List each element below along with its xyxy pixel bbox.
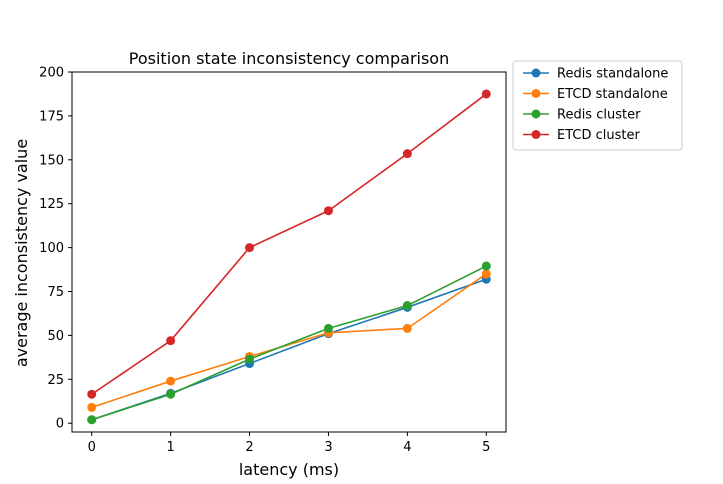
legend-item-etcd-cluster: ETCD cluster bbox=[523, 128, 640, 143]
legend-swatch-marker bbox=[531, 68, 541, 78]
y-tick-label: 125 bbox=[39, 197, 64, 212]
series-line-etcd-cluster bbox=[91, 93, 487, 395]
legend-label: Redis cluster bbox=[557, 108, 641, 123]
data-point-etcd-cluster bbox=[402, 149, 412, 159]
y-tick-label: 150 bbox=[39, 153, 64, 168]
data-point-etcd-standalone bbox=[402, 323, 412, 333]
legend-label: ETCD cluster bbox=[557, 128, 640, 143]
y-tick-label: 50 bbox=[47, 329, 64, 344]
x-tick-label: 3 bbox=[324, 440, 332, 455]
y-tick-label: 0 bbox=[56, 417, 64, 432]
series-line-redis-cluster bbox=[91, 265, 487, 421]
y-tick-label: 200 bbox=[39, 66, 64, 81]
x-tick-label: 2 bbox=[245, 440, 253, 455]
data-point-etcd-standalone bbox=[481, 269, 491, 279]
y-tick-label: 25 bbox=[47, 373, 64, 388]
x-tick-label: 4 bbox=[403, 440, 411, 455]
legend-label: Redis standalone bbox=[557, 67, 668, 82]
data-point-redis-cluster bbox=[87, 415, 97, 425]
legend-item-etcd-standalone: ETCD standalone bbox=[523, 87, 668, 102]
legend-label: ETCD standalone bbox=[557, 87, 668, 102]
y-tick-label: 175 bbox=[39, 109, 64, 124]
data-point-redis-cluster bbox=[323, 323, 333, 333]
series-etcd-cluster bbox=[87, 89, 491, 399]
legend-item-redis-standalone: Redis standalone bbox=[523, 67, 668, 82]
x-axis-title: latency (ms) bbox=[239, 460, 339, 479]
y-tick-label: 100 bbox=[39, 241, 64, 256]
legend-frame bbox=[512, 60, 683, 151]
data-point-etcd-cluster bbox=[87, 389, 97, 399]
series-redis-cluster bbox=[87, 261, 491, 425]
legend-swatch-marker bbox=[531, 109, 541, 119]
data-point-redis-cluster bbox=[481, 261, 491, 271]
y-tick-label: 75 bbox=[47, 285, 64, 300]
data-point-redis-cluster bbox=[245, 354, 255, 364]
legend: Redis standalone ETCD standalone Redis clu… bbox=[512, 60, 683, 151]
series-layer bbox=[87, 89, 491, 425]
legend-item-redis-cluster: Redis cluster bbox=[523, 108, 641, 123]
data-point-etcd-cluster bbox=[245, 243, 255, 253]
legend-swatch-marker bbox=[531, 130, 541, 139]
series-etcd-standalone bbox=[87, 269, 491, 412]
data-point-etcd-cluster bbox=[166, 336, 176, 346]
series-line-redis-standalone bbox=[91, 278, 487, 421]
data-point-redis-cluster bbox=[402, 301, 412, 311]
x-tick-label: 1 bbox=[166, 440, 174, 455]
x-tick-label: 0 bbox=[88, 440, 96, 455]
plot-frame bbox=[71, 71, 507, 433]
x-tick-label: 5 bbox=[482, 440, 490, 455]
data-point-etcd-cluster bbox=[481, 89, 491, 99]
series-line-etcd-standalone bbox=[91, 273, 487, 409]
legend-swatch-marker bbox=[531, 89, 541, 98]
y-axis-title: average inconsistency value bbox=[12, 139, 31, 367]
data-point-etcd-standalone bbox=[166, 376, 176, 386]
chart-title: Position state inconsistency comparison bbox=[129, 49, 449, 68]
data-point-etcd-cluster bbox=[323, 206, 333, 216]
data-point-redis-cluster bbox=[166, 389, 176, 399]
data-point-etcd-standalone bbox=[87, 402, 97, 412]
